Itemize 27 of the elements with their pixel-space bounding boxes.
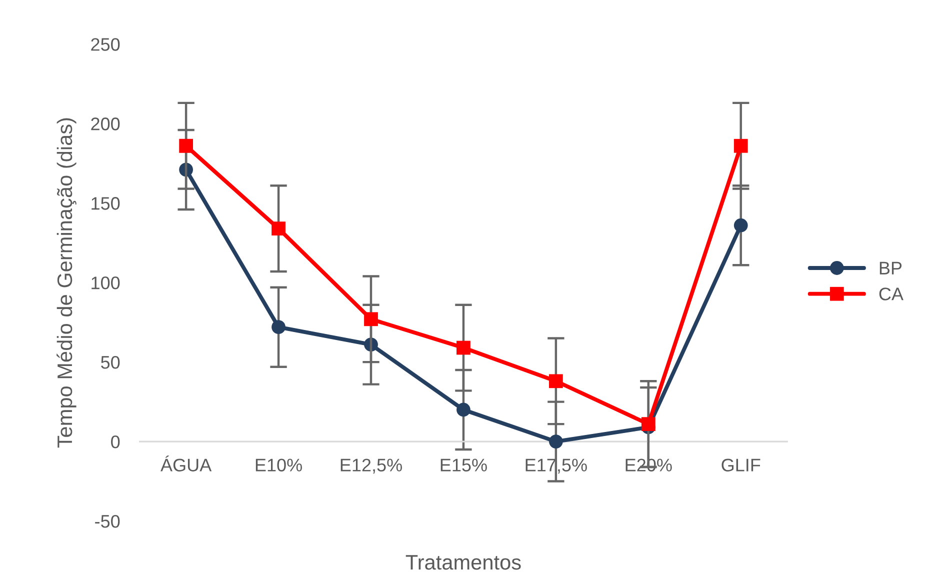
point [456, 340, 470, 355]
y-axis-title: Tempo Médio de Germinação (dias) [56, 118, 76, 448]
point [734, 138, 748, 153]
x-tick-label: ÁGUA [160, 456, 212, 472]
point [456, 402, 470, 417]
x-tick-label: GLIF [722, 458, 760, 472]
x-axis-title: Tratamentos [406, 555, 521, 570]
y-tick-label: 250 [91, 38, 120, 51]
point [272, 222, 286, 236]
y-tick-label: 200 [91, 118, 120, 130]
point [641, 417, 656, 432]
legend-label: CA [879, 288, 904, 300]
point [364, 312, 378, 326]
point [179, 138, 194, 153]
y-tick-label: 0 [111, 435, 120, 448]
y-tick-label: 50 [101, 356, 120, 369]
y-tick-label: 100 [92, 276, 120, 290]
point [734, 218, 748, 232]
point [272, 320, 286, 334]
point [548, 434, 563, 448]
point [548, 374, 563, 388]
legend-label: BP [880, 262, 902, 274]
y-tick-label: -50 [95, 514, 120, 528]
x-tick-label: E12,5% [340, 458, 402, 474]
x-tick-label: E15% [440, 458, 487, 472]
x-tick-label: E10% [256, 458, 302, 472]
y-tick-label: 150 [92, 197, 120, 210]
